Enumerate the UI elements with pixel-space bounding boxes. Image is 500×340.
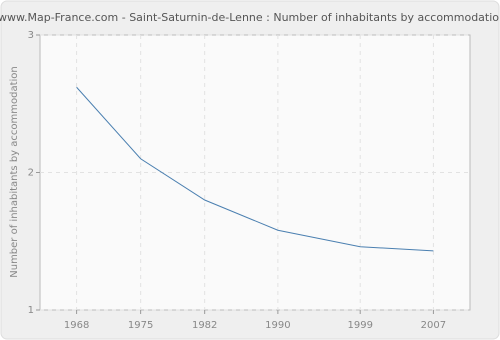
x-tick-label: 2007 xyxy=(421,320,446,331)
chart-title: www.Map-France.com - Saint-Saturnin-de-L… xyxy=(0,11,500,24)
y-axis-label: Number of inhabitants by accommodation xyxy=(9,66,20,278)
x-tick-label: 1990 xyxy=(265,320,290,331)
y-tick-label: 3 xyxy=(28,30,34,41)
plot-area xyxy=(39,34,471,311)
data-line xyxy=(76,86,434,252)
x-tick-label: 1975 xyxy=(128,320,153,331)
y-tick-label: 2 xyxy=(28,168,34,179)
y-tick-label: 1 xyxy=(28,305,34,316)
x-tick-label: 1999 xyxy=(347,320,372,331)
x-tick-label: 1968 xyxy=(64,320,89,331)
x-tick-label: 1982 xyxy=(192,320,217,331)
